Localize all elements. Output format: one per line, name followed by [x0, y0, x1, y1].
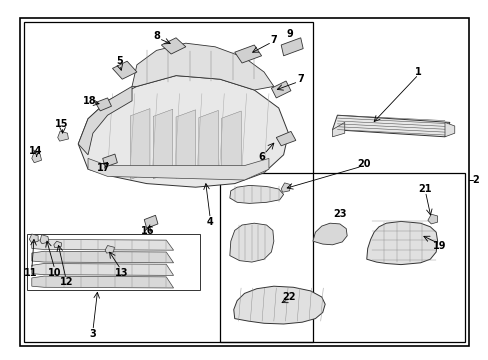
Polygon shape — [332, 122, 344, 137]
Text: 7: 7 — [297, 74, 304, 84]
Text: 19: 19 — [432, 240, 446, 251]
Polygon shape — [281, 38, 303, 56]
Text: 18: 18 — [82, 96, 96, 106]
Polygon shape — [444, 122, 454, 137]
Polygon shape — [176, 110, 195, 178]
Polygon shape — [233, 286, 325, 324]
Bar — [220, 173, 464, 342]
Text: 23: 23 — [332, 209, 346, 219]
Polygon shape — [276, 131, 295, 146]
Polygon shape — [78, 76, 288, 187]
Text: 4: 4 — [206, 217, 213, 228]
Polygon shape — [132, 43, 273, 90]
Polygon shape — [102, 154, 117, 167]
Polygon shape — [221, 111, 241, 177]
Polygon shape — [78, 86, 132, 155]
Polygon shape — [312, 223, 346, 245]
Polygon shape — [32, 264, 173, 275]
Polygon shape — [112, 61, 137, 79]
Polygon shape — [95, 98, 111, 111]
Polygon shape — [427, 214, 437, 224]
Polygon shape — [32, 251, 173, 263]
Text: 9: 9 — [285, 29, 292, 39]
Bar — [27, 234, 200, 290]
Polygon shape — [366, 221, 437, 265]
Text: 15: 15 — [55, 119, 69, 129]
Polygon shape — [153, 109, 172, 179]
Text: 17: 17 — [97, 163, 111, 173]
Polygon shape — [271, 81, 290, 98]
Polygon shape — [29, 234, 38, 243]
Text: 21: 21 — [418, 184, 431, 194]
Polygon shape — [234, 45, 261, 63]
Text: 5: 5 — [116, 56, 123, 66]
Text: 7: 7 — [270, 35, 277, 45]
Polygon shape — [144, 215, 158, 228]
Text: 10: 10 — [48, 268, 61, 278]
Text: 14: 14 — [29, 146, 42, 156]
Polygon shape — [229, 185, 283, 203]
Polygon shape — [161, 38, 185, 54]
Text: 2: 2 — [471, 175, 478, 185]
Text: 1: 1 — [414, 67, 421, 77]
Polygon shape — [229, 223, 273, 262]
Polygon shape — [88, 158, 268, 180]
Text: 3: 3 — [89, 329, 96, 339]
Polygon shape — [332, 115, 449, 137]
Polygon shape — [58, 131, 68, 141]
Text: 13: 13 — [114, 268, 128, 278]
Text: 16: 16 — [141, 226, 155, 236]
Text: 11: 11 — [24, 268, 38, 278]
Polygon shape — [281, 183, 290, 192]
Text: 12: 12 — [60, 277, 74, 287]
Text: 8: 8 — [153, 31, 160, 41]
Polygon shape — [105, 246, 114, 253]
Polygon shape — [54, 241, 61, 248]
Polygon shape — [32, 239, 173, 250]
Text: 22: 22 — [282, 292, 296, 302]
Polygon shape — [32, 276, 173, 288]
Polygon shape — [199, 111, 218, 177]
Text: 6: 6 — [258, 152, 264, 162]
Polygon shape — [130, 109, 150, 179]
Polygon shape — [32, 152, 41, 163]
Text: 20: 20 — [357, 159, 370, 169]
Polygon shape — [40, 235, 49, 244]
Bar — [24, 22, 312, 342]
